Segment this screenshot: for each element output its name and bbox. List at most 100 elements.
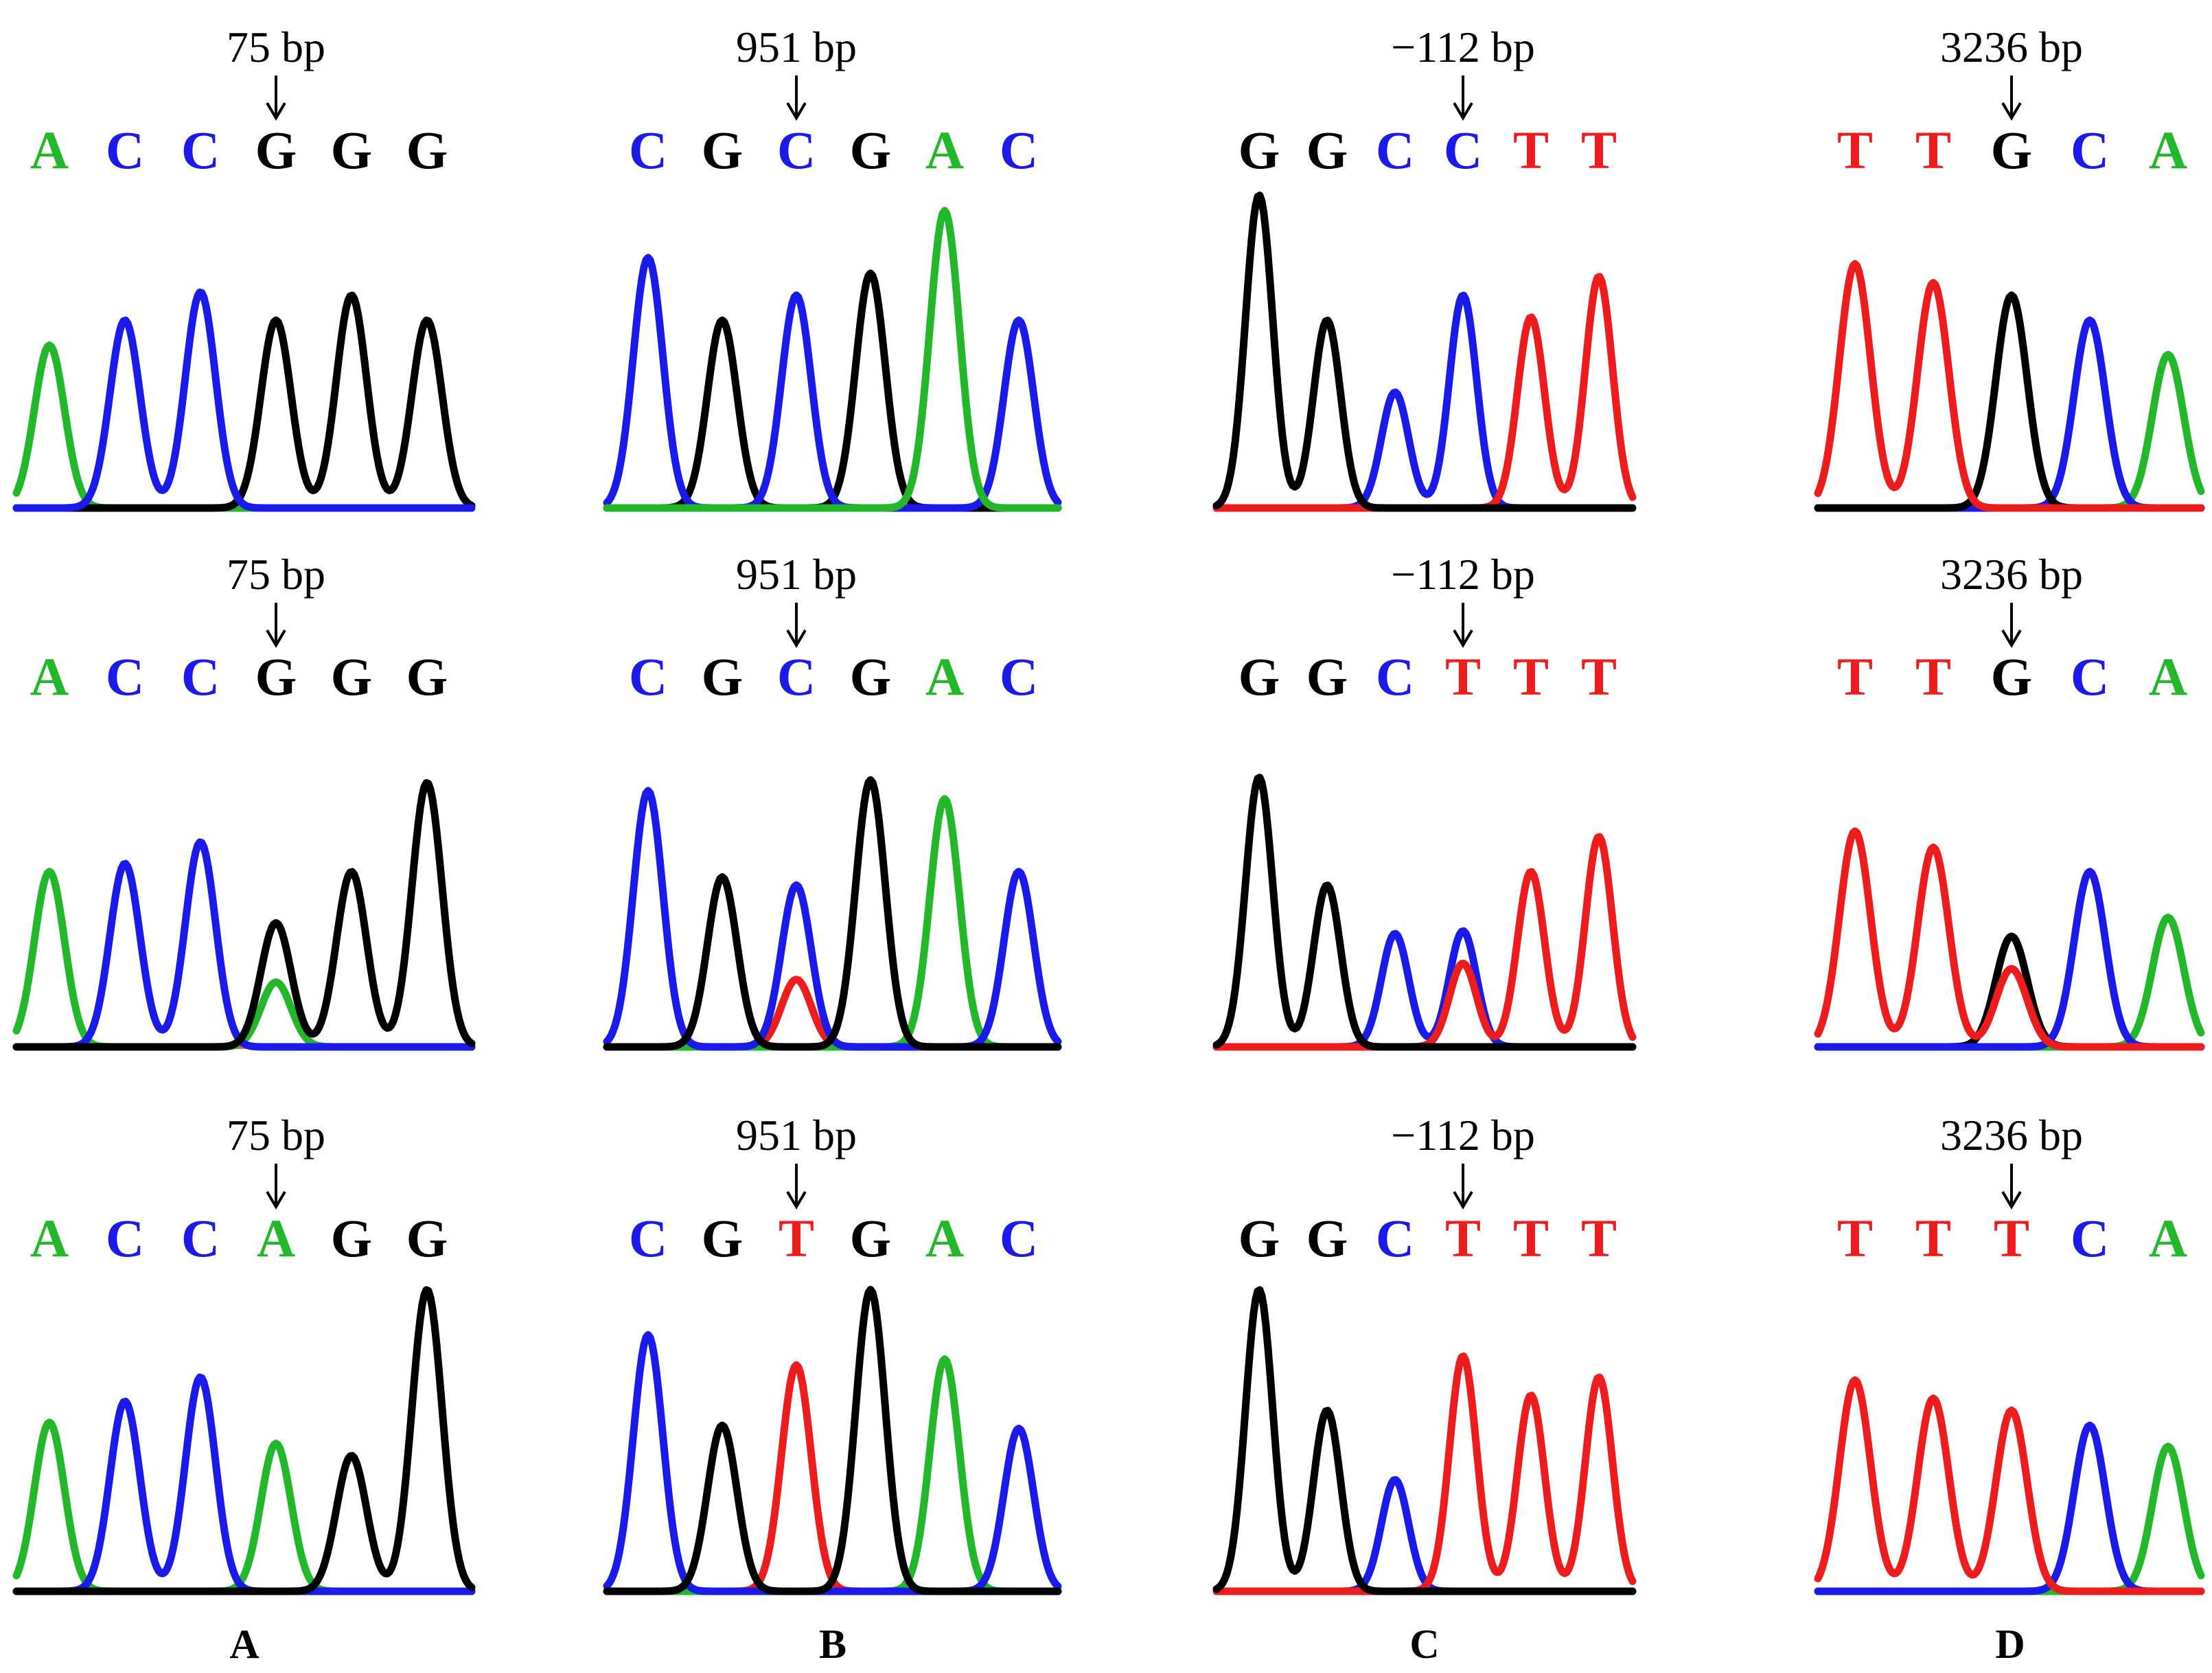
down-arrow-icon [786, 603, 807, 648]
down-arrow-icon [266, 76, 286, 121]
base-call-c: C [629, 1208, 667, 1268]
down-arrow-icon [786, 1164, 807, 1210]
trace-c [603, 253, 1062, 512]
trace-c [603, 1331, 1062, 1595]
position-label: −112 bp [1391, 23, 1535, 71]
base-call-c: C [629, 647, 667, 706]
base-call-t: T [1837, 120, 1873, 180]
chromatogram-row-1: 75 bpA C C G G G [12, 23, 476, 512]
trace-g [12, 1286, 476, 1595]
chromatogram-row-1: 951 bpC G C G A C [603, 23, 1062, 512]
trace-c [603, 787, 1062, 1051]
base-call-t: T [1445, 1208, 1481, 1268]
base-call-a: A [2149, 120, 2187, 180]
base-call-g: G [331, 120, 373, 180]
base-call-g: G [1991, 120, 2033, 180]
base-call-g: G [406, 120, 448, 180]
base-call-t: T [1513, 647, 1549, 706]
base-call-t: T [1581, 120, 1617, 180]
base-call-t: T [1581, 1208, 1617, 1268]
base-call-g: G [702, 120, 744, 180]
base-call-g: G [850, 647, 892, 706]
chromatogram-row-2: 75 bpA C C G G G [12, 550, 476, 1051]
down-arrow-icon [2001, 76, 2022, 121]
base-call-a: A [30, 647, 69, 706]
trace-a [603, 207, 1062, 512]
base-call-t: T [1445, 647, 1481, 706]
base-call-t: T [1915, 1208, 1951, 1268]
base-call-c: C [1000, 647, 1038, 706]
base-call-c: C [106, 1208, 144, 1268]
position-label: 75 bp [227, 550, 325, 599]
base-call-c: C [2071, 647, 2109, 706]
base-call-g: G [1239, 647, 1280, 706]
position-label: 3236 bp [1940, 23, 2083, 71]
chromatogram-row-2: 951 bpC G C G A C [603, 550, 1062, 1051]
trace-g [1212, 1286, 1637, 1595]
base-call-c: C [1444, 120, 1482, 180]
trace-t [1212, 1352, 1637, 1595]
base-call-g: G [850, 1208, 892, 1268]
position-label: 951 bp [736, 550, 857, 599]
panel-label: B [819, 1622, 846, 1667]
base-call-a: A [925, 647, 964, 706]
base-call-c: C [1376, 647, 1414, 706]
base-call-c: C [181, 1208, 220, 1268]
trace-g [603, 776, 1062, 1051]
trace-c [12, 838, 476, 1051]
chromatogram-row-1: −112 bpG G C C T T [1212, 23, 1637, 512]
panel-label: C [1409, 1622, 1439, 1667]
chromatogram-row-2: −112 bpG G C T T T [1212, 550, 1637, 1051]
trace-g [1212, 192, 1637, 512]
base-call-a: A [2149, 1208, 2187, 1268]
base-call-c: C [629, 120, 667, 180]
trace-g [1212, 774, 1637, 1051]
base-call-g: G [1306, 120, 1348, 180]
trace-c [12, 288, 476, 512]
position-label: −112 bp [1391, 1111, 1535, 1159]
base-call-c: C [777, 120, 816, 180]
base-call-c: C [777, 647, 816, 706]
down-arrow-icon [1453, 1164, 1473, 1210]
base-call-a: A [30, 120, 69, 180]
base-call-c: C [181, 647, 220, 706]
base-call-t: T [1581, 647, 1617, 706]
position-label: 75 bp [227, 23, 325, 71]
chromatogram-row-3: 75 bpA C C A G G [12, 1111, 476, 1595]
down-arrow-icon [266, 603, 286, 648]
base-call-t: T [1513, 1208, 1549, 1268]
position-label: 951 bp [736, 1111, 857, 1159]
down-arrow-icon [1453, 603, 1473, 648]
base-call-c: C [181, 120, 220, 180]
trace-g [12, 291, 476, 512]
trace-g [12, 778, 476, 1051]
position-label: 951 bp [736, 23, 857, 71]
base-call-g: G [1306, 1208, 1348, 1268]
base-call-g: G [702, 1208, 744, 1268]
base-call-g: G [331, 1208, 373, 1268]
base-call-c: C [1000, 120, 1038, 180]
base-call-c: C [2071, 120, 2109, 180]
down-arrow-icon [266, 1164, 286, 1210]
base-call-g: G [255, 647, 297, 706]
trace-t [1814, 1376, 2205, 1595]
panel-label: A [229, 1622, 259, 1667]
trace-g [603, 1286, 1062, 1595]
trace-t [1814, 827, 2205, 1051]
chromatogram-row-3: 951 bpC G T G A C [603, 1111, 1062, 1595]
base-call-g: G [255, 120, 297, 180]
base-call-g: G [850, 120, 892, 180]
base-call-a: A [257, 1208, 295, 1268]
panel-c: −112 bpG G C C T T−112 bpG G C T T T−112 bpG G C T T TC [1212, 23, 1637, 1667]
position-label: 3236 bp [1940, 550, 2083, 599]
base-call-c: C [1376, 120, 1414, 180]
chromatogram-row-3: −112 bpG G C T T T [1212, 1111, 1637, 1595]
down-arrow-icon [1453, 76, 1473, 121]
base-call-c: C [1000, 1208, 1038, 1268]
base-call-t: T [1837, 1208, 1873, 1268]
panel-label: D [1995, 1622, 2025, 1667]
base-call-g: G [702, 647, 744, 706]
